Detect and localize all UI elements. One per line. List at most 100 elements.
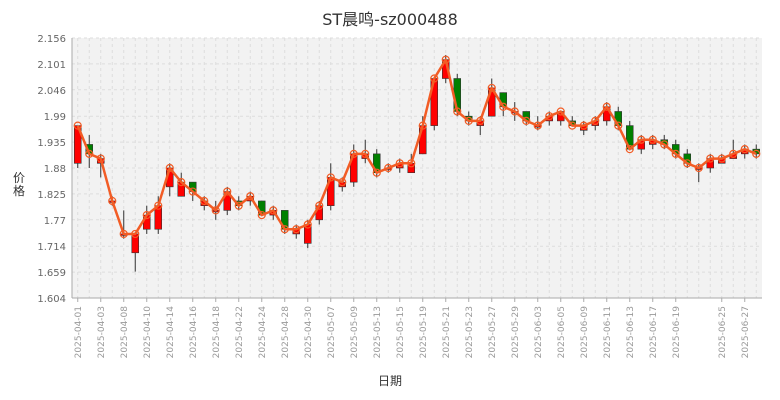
y-tick-label: 2.156 xyxy=(37,34,66,45)
x-tick-label: 2025-04-08 xyxy=(120,306,130,359)
close-price-marker xyxy=(717,154,726,163)
close-price-marker xyxy=(614,121,623,130)
chart-title: ST晨鸣-sz000488 xyxy=(322,10,458,29)
x-tick-label: 2025-04-22 xyxy=(235,306,245,358)
close-price-marker xyxy=(522,116,531,125)
close-price-marker xyxy=(660,140,669,149)
close-price-marker xyxy=(740,145,749,154)
x-tick-label: 2025-05-13 xyxy=(373,306,383,358)
close-price-marker xyxy=(96,154,105,163)
close-price-marker xyxy=(257,211,266,220)
close-price-marker xyxy=(602,102,611,111)
close-price-marker xyxy=(476,116,485,125)
x-tick-label: 2025-06-05 xyxy=(557,306,567,358)
y-tick-label: 2.046 xyxy=(37,86,66,97)
x-tick-label: 2025-05-23 xyxy=(465,306,475,358)
x-tick-label: 2025-04-10 xyxy=(143,306,153,359)
close-price-marker xyxy=(119,229,128,239)
x-tick-label: 2025-06-13 xyxy=(626,306,636,358)
close-price-marker xyxy=(568,121,577,130)
close-price-marker xyxy=(315,201,324,210)
close-price-marker xyxy=(108,196,117,206)
x-tick-label: 2025-04-03 xyxy=(97,306,107,358)
close-price-marker xyxy=(269,206,278,215)
y-tick-label: 1.935 xyxy=(37,138,66,149)
close-price-marker xyxy=(165,163,174,173)
x-tick-label: 2025-04-16 xyxy=(189,306,199,359)
close-price-marker xyxy=(85,149,94,158)
x-tick-label: 2025-05-19 xyxy=(419,306,429,359)
close-price-marker xyxy=(211,206,220,215)
close-price-marker xyxy=(591,116,600,125)
y-tick-label: 1.604 xyxy=(37,294,66,305)
x-tick-label: 2025-05-27 xyxy=(488,306,498,358)
y-axis-label: 价格 xyxy=(12,171,25,198)
x-tick-label: 2025-05-07 xyxy=(327,306,337,358)
x-tick-label: 2025-06-27 xyxy=(741,306,751,358)
close-price-marker xyxy=(683,159,692,168)
candle-body xyxy=(407,162,415,174)
close-price-marker xyxy=(338,178,347,187)
close-price-line xyxy=(76,58,757,236)
close-price-marker xyxy=(395,159,404,168)
x-tick-label: 2025-04-28 xyxy=(281,306,291,359)
close-price-marker xyxy=(142,211,151,220)
close-price-marker xyxy=(280,225,289,234)
y-tick-label: 1.99 xyxy=(44,112,66,123)
close-price-marker xyxy=(533,121,542,130)
close-price-marker xyxy=(706,154,715,163)
x-tick-label: 2025-06-19 xyxy=(672,306,682,359)
x-tick-label: 2025-04-24 xyxy=(258,306,268,359)
x-tick-label: 2025-04-01 xyxy=(74,306,84,358)
close-price-marker xyxy=(407,159,416,168)
close-price-marker xyxy=(73,121,82,130)
close-price-marker xyxy=(349,149,358,158)
y-tick-label: 1.77 xyxy=(44,216,66,227)
close-price-marker xyxy=(694,163,703,173)
close-price-marker xyxy=(671,149,680,158)
close-price-marker xyxy=(637,135,646,144)
x-tick-label: 2025-05-15 xyxy=(396,306,406,358)
close-price-marker xyxy=(418,121,427,130)
x-tick-label: 2025-06-09 xyxy=(580,306,590,359)
close-price-marker xyxy=(556,107,565,116)
close-price-marker xyxy=(246,192,255,201)
close-price-marker xyxy=(200,196,209,206)
close-price-marker xyxy=(384,163,393,173)
close-price-marker xyxy=(372,168,381,177)
x-tick-label: 2025-04-18 xyxy=(212,306,222,359)
close-price-marker xyxy=(154,201,163,210)
close-price-marker xyxy=(579,121,588,130)
x-tick-label: 2025-05-21 xyxy=(442,306,452,358)
close-price-marker xyxy=(131,229,140,239)
y-tick-label: 2.101 xyxy=(37,60,66,71)
close-price-marker xyxy=(510,107,519,116)
close-price-marker xyxy=(292,225,301,234)
x-tick-label: 2025-06-03 xyxy=(534,306,544,358)
close-price-marker xyxy=(361,149,370,158)
y-tick-label: 1.714 xyxy=(37,242,66,253)
close-price-marker xyxy=(177,178,186,187)
x-tick-label: 2025-06-11 xyxy=(603,306,613,358)
close-price-marker xyxy=(188,187,197,196)
close-price-marker xyxy=(234,201,243,210)
x-axis-label: 日期 xyxy=(377,374,402,388)
x-tick-label: 2025-06-17 xyxy=(649,306,659,358)
x-tick-label: 2025-05-29 xyxy=(511,306,521,359)
close-price-marker xyxy=(545,112,554,121)
close-price-marker xyxy=(729,149,738,158)
close-price-marker xyxy=(752,149,761,158)
close-price-marker xyxy=(464,116,473,125)
close-price-marker xyxy=(499,102,508,111)
close-price-marker xyxy=(326,173,335,182)
close-price-marker xyxy=(223,187,232,196)
x-tick-label: 2025-04-30 xyxy=(304,306,314,359)
y-tick-label: 1.88 xyxy=(44,164,66,175)
close-price-marker xyxy=(441,55,450,64)
x-tick-label: 2025-06-25 xyxy=(718,306,728,358)
close-price-marker xyxy=(453,107,462,116)
close-price-marker xyxy=(648,135,657,144)
y-tick-label: 1.825 xyxy=(37,190,66,201)
close-price-marker xyxy=(487,83,496,93)
